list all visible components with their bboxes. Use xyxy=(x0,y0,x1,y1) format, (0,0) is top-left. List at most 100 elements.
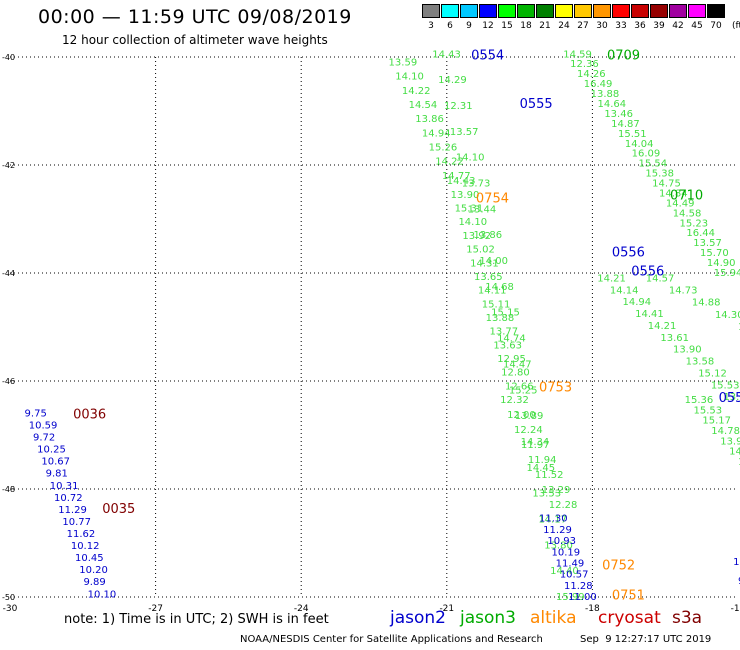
swh-value: 13.46 xyxy=(604,109,633,120)
swh-value: 9.81 xyxy=(46,469,68,480)
y-tick-label: -50 xyxy=(2,593,15,602)
swh-value: 14.00 xyxy=(479,256,508,267)
swh-value: 14.68 xyxy=(485,282,514,293)
swh-value: 9.89 xyxy=(83,577,105,588)
swh-value: 11.30 xyxy=(539,514,568,525)
swh-value: 14.45 xyxy=(527,463,556,474)
swh-value: 14.41 xyxy=(635,309,664,320)
swh-value: 14.43 xyxy=(432,49,461,60)
color-scale-label: 27 xyxy=(577,21,589,31)
swh-value: 16.49 xyxy=(584,79,613,90)
swh-value: 15.31 xyxy=(455,204,484,215)
color-scale-label: 15 xyxy=(501,21,513,31)
swh-value: 13.61 xyxy=(660,333,689,344)
swh-value: 14.40 xyxy=(550,566,579,577)
swh-value: 12.24 xyxy=(514,425,543,436)
pass-time-label: 0556 xyxy=(631,264,664,279)
swh-value: 14.94 xyxy=(422,128,451,139)
swh-value: 13.92 xyxy=(462,231,491,242)
swh-value: 13.53 xyxy=(532,489,561,500)
swh-value: 12.95 xyxy=(497,354,526,365)
pass-time-label: 055 xyxy=(719,391,740,406)
swh-value: 11.00 xyxy=(568,592,597,603)
swh-value: 13.90 xyxy=(451,190,480,201)
swh-value: 14 xyxy=(733,557,740,568)
color-scale-swatch xyxy=(555,4,573,18)
color-scale-label: 70 xyxy=(710,21,722,31)
swh-value: 14.73 xyxy=(669,286,698,297)
pass-time-label: 0710 xyxy=(670,189,703,204)
swh-value: 13.80 xyxy=(544,540,573,551)
swh-value: 14.59 xyxy=(563,49,592,60)
color-scale-label: 6 xyxy=(447,21,453,31)
swh-value: 13.65 xyxy=(474,272,503,283)
swh-value: 13.88 xyxy=(591,89,620,100)
swh-value: 11.29 xyxy=(58,505,87,516)
swh-value: 11.94 xyxy=(528,455,557,466)
color-scale-label: 30 xyxy=(596,21,608,31)
swh-value: 14.87 xyxy=(611,119,640,130)
swh-value: 10.72 xyxy=(54,493,83,504)
swh-value: 15.3 xyxy=(738,322,740,333)
pass-time-label: 0555 xyxy=(520,97,553,112)
swh-value: 14.47 xyxy=(503,359,532,370)
swh-value: 14.26 xyxy=(577,69,606,80)
swh-value: 14.14 xyxy=(610,285,639,296)
color-scale-swatch xyxy=(650,4,668,18)
swh-value: 12.28 xyxy=(549,500,578,511)
swh-value: 14.21 xyxy=(597,273,626,284)
color-scale-label: 12 xyxy=(482,21,494,31)
y-tick-label: -42 xyxy=(2,161,15,170)
swh-value: 14.10 xyxy=(456,153,485,164)
swh-value: 14.17 xyxy=(538,514,567,525)
swh-value: 10.31 xyxy=(50,481,79,492)
swh-value: 13.44 xyxy=(468,204,497,215)
page-subtitle: 12 hour collection of altimeter wave hei… xyxy=(62,33,328,47)
swh-value: 10.77 xyxy=(62,517,91,528)
pass-time-label: 0709 xyxy=(607,48,640,63)
swh-value: 11.97 xyxy=(521,440,550,451)
swh-value: 12.80 xyxy=(501,368,530,379)
swh-value: 14.90 xyxy=(707,258,736,269)
color-scale-swatch xyxy=(593,4,611,18)
swh-value: 14.54 xyxy=(409,100,438,111)
y-tick-label: -40 xyxy=(2,53,15,62)
x-tick-label: -27 xyxy=(148,604,163,614)
swh-value: 14.29 xyxy=(438,75,467,86)
swh-value: 14.64 xyxy=(597,99,626,110)
x-tick-label: -24 xyxy=(294,604,309,614)
swh-value: 15.99 xyxy=(556,592,585,603)
swh-value: 15.53 xyxy=(711,380,740,391)
swh-value: 13.57 xyxy=(693,238,722,249)
footer-timestamp: Sep 9 12:27:17 UTC 2019 xyxy=(580,634,712,645)
swh-value: 11.28 xyxy=(564,581,593,592)
swh-value: 10.67 xyxy=(41,457,70,468)
swh-value: 15.02 xyxy=(466,245,495,256)
swh-value: 14.10 xyxy=(458,217,487,228)
color-scale-swatch xyxy=(631,4,649,18)
color-scale-swatch xyxy=(517,4,535,18)
x-tick-label: -15 xyxy=(731,604,740,614)
swh-value: 14.49 xyxy=(666,198,695,209)
swh-value: 10.10 xyxy=(88,589,117,600)
swh-value: 16.09 xyxy=(632,149,661,160)
swh-value: 15.94 xyxy=(714,268,740,279)
swh-value: 14.04 xyxy=(625,139,654,150)
pass-time-label: 0754 xyxy=(476,191,509,206)
swh-value: 13.63 xyxy=(493,340,522,351)
swh-value: 12.36 xyxy=(570,59,599,70)
swh-value: 14.74 xyxy=(497,334,526,345)
color-scale-swatch xyxy=(669,4,687,18)
swh-value: 13.57 xyxy=(450,127,479,138)
swh-value: 15.11 xyxy=(482,299,511,310)
swh-value: 14.10 xyxy=(395,72,424,83)
swh-value: 15.51 xyxy=(618,129,647,140)
swh-value: 12.00 xyxy=(507,410,536,421)
swh-value: 13.59 xyxy=(389,57,418,68)
swh-value: 15.36 xyxy=(685,395,714,406)
swh-value: 14.88 xyxy=(692,298,721,309)
pass-time-label: 0752 xyxy=(602,559,635,574)
swh-value: 10.59 xyxy=(29,420,58,431)
color-scale-label: 36 xyxy=(634,21,646,31)
legend-entry-jason2: jason2 xyxy=(390,608,446,628)
